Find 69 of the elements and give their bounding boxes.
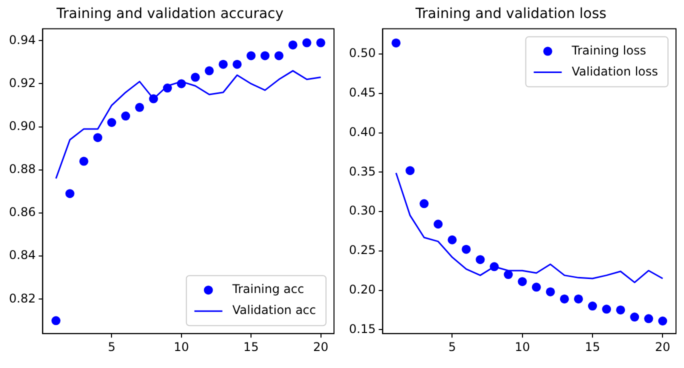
- y-tick-label: 0.90: [9, 118, 36, 133]
- y-tick-label: 0.40: [349, 124, 376, 139]
- x-tick-label: 10: [514, 340, 530, 354]
- point: [658, 316, 668, 326]
- point: [392, 38, 401, 48]
- point: [546, 287, 555, 296]
- point: [518, 277, 527, 286]
- y-tick-label: 0.35: [349, 164, 376, 178]
- point: [574, 294, 583, 304]
- y-tick-label: 0.86: [9, 205, 36, 220]
- x-tick-label: 15: [584, 340, 600, 354]
- point: [448, 235, 457, 244]
- point: [218, 60, 228, 69]
- point: [162, 84, 172, 93]
- point: [176, 79, 186, 88]
- legend-label: Training loss: [570, 43, 646, 58]
- point: [476, 255, 485, 264]
- legend-label: Validation loss: [572, 64, 658, 78]
- point: [504, 270, 513, 280]
- point: [420, 199, 429, 208]
- y-tick-label: 0.30: [349, 204, 376, 218]
- point: [602, 304, 612, 314]
- x-tick-label: 15: [243, 340, 259, 354]
- point: [462, 244, 471, 254]
- point: [274, 51, 284, 60]
- chart-title: Training and validation accuracy: [55, 6, 284, 22]
- point: [232, 60, 242, 69]
- point: [149, 94, 158, 104]
- y-tick-label: 0.15: [349, 322, 376, 336]
- point: [588, 302, 598, 311]
- point: [532, 282, 541, 292]
- point: [79, 156, 88, 166]
- point: [406, 166, 415, 176]
- chart-title: Training and validation loss: [414, 6, 606, 22]
- y-tick-label: 0.50: [349, 46, 376, 60]
- y-tick-label: 0.92: [9, 76, 36, 90]
- x-tick-label: 20: [655, 340, 670, 354]
- point: [107, 118, 116, 127]
- legend-label: Validation acc: [232, 303, 316, 318]
- point: [644, 314, 654, 324]
- point: [616, 305, 626, 314]
- y-tick-label: 0.25: [349, 243, 376, 258]
- point: [121, 112, 130, 121]
- y-tick-label: 0.82: [9, 291, 36, 306]
- point: [204, 66, 214, 76]
- point: [190, 72, 200, 82]
- y-tick-label: 0.20: [349, 282, 376, 296]
- y-tick-label: 0.84: [9, 248, 36, 262]
- point: [434, 220, 443, 229]
- point: [51, 316, 60, 326]
- point: [630, 312, 640, 322]
- y-tick-label: 0.94: [9, 32, 36, 47]
- x-tick-label: 10: [174, 340, 190, 354]
- point: [288, 40, 298, 50]
- point: [302, 38, 312, 48]
- point: [560, 294, 569, 304]
- y-tick-label: 0.88: [9, 162, 36, 176]
- point: [246, 51, 256, 60]
- point: [490, 262, 499, 272]
- point: [135, 102, 144, 112]
- point: [65, 189, 74, 198]
- x-tick-label: 5: [108, 340, 116, 354]
- x-tick-label: 5: [448, 340, 456, 354]
- point: [316, 38, 326, 48]
- legend-label: Training acc: [231, 282, 304, 296]
- x-tick-label: 20: [313, 340, 328, 354]
- point: [260, 51, 270, 60]
- y-tick-label: 0.45: [349, 86, 376, 100]
- point: [93, 133, 102, 142]
